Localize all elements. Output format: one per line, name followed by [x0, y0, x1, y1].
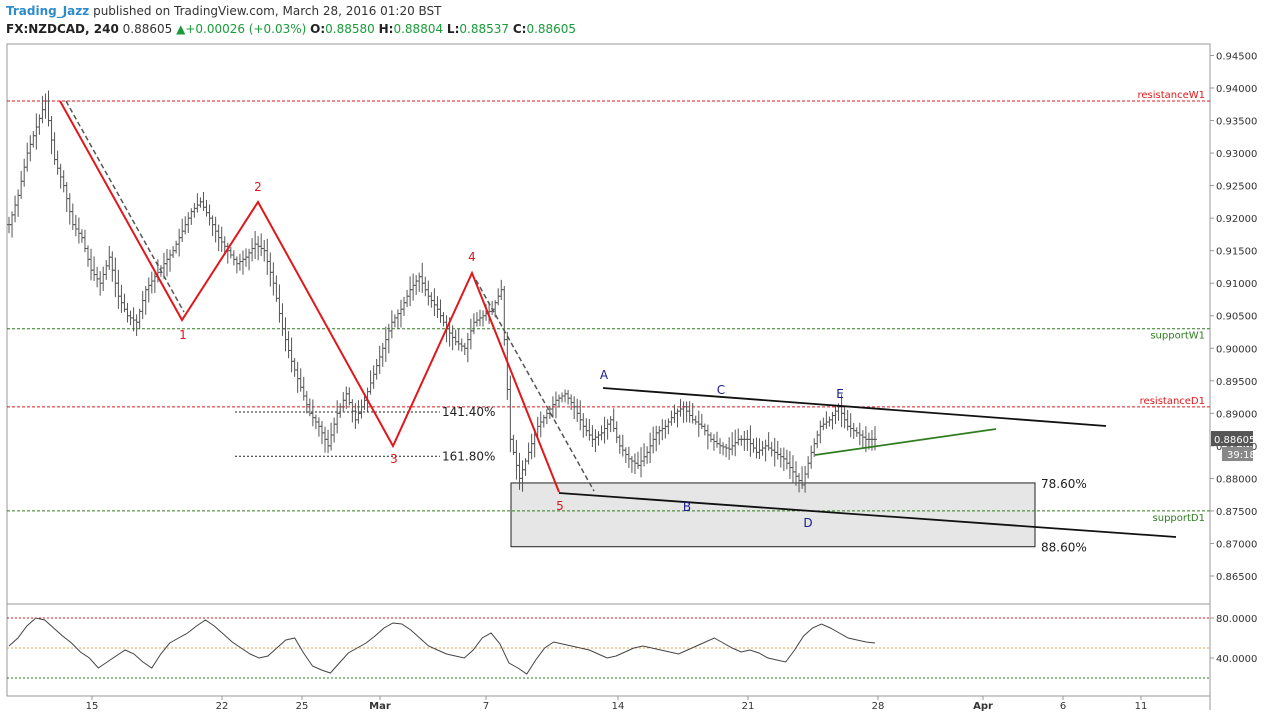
open-label: O:	[310, 22, 326, 36]
close-label: C:	[512, 22, 527, 36]
time-tick-label: 11	[1135, 701, 1148, 712]
plot-frame	[6, 43, 1211, 697]
wave-label: B	[683, 500, 691, 514]
time-tick-label: 28	[872, 701, 885, 712]
wave-label: 2	[254, 180, 262, 194]
price-change: +0.00026 (+0.03%)	[185, 22, 307, 36]
high-value: 0.88804	[393, 22, 444, 36]
triangle-up-icon: ▲	[176, 22, 186, 36]
level-label: supportW1	[1150, 331, 1205, 342]
price-tick-label: 0.92000	[1216, 214, 1257, 225]
projection-dashed-2	[475, 279, 595, 492]
oscillator-pane: 80.0000 40.0000	[7, 614, 1257, 679]
fib-zone: 78.60% 88.60%	[510, 477, 1087, 555]
time-tick-label: 6	[1060, 701, 1066, 712]
time-axis[interactable]: 15 22 25 Mar 7 14 21 28 Apr 6 11	[86, 696, 1148, 712]
fib-zone-box	[510, 482, 1036, 548]
wave-label: C	[717, 383, 725, 397]
price-tick-label: 0.87000	[1216, 539, 1257, 550]
price-tick-label: 0.86500	[1216, 572, 1257, 583]
quote-line: FX:NZDCAD, 240 0.88605 ▲+0.00026 (+0.03%…	[6, 22, 576, 36]
triangle-lower-line	[558, 492, 1177, 538]
triangle-upper-line	[602, 387, 1107, 427]
low-label: L:	[446, 22, 460, 36]
low-value: 0.88537	[459, 22, 509, 36]
price-tick-label: 0.91000	[1216, 279, 1257, 290]
high-label: H:	[378, 22, 394, 36]
fib-zone-bottom-label: 88.60%	[1041, 541, 1087, 555]
time-tick-label: 15	[86, 701, 99, 712]
time-tick-label: 22	[216, 701, 229, 712]
price-tick-label: 0.87500	[1216, 507, 1257, 518]
publish-info: published on TradingView.com, March 28, …	[93, 4, 442, 18]
time-tick-label: Apr	[973, 701, 993, 712]
chart-header: Trading_Jazz published on TradingView.co…	[0, 0, 1264, 42]
fib-label: 141.40%	[442, 405, 495, 419]
trend-line-green	[814, 428, 997, 456]
wave-label: 3	[390, 452, 398, 466]
osc-tick-label: 80.0000	[1216, 614, 1257, 625]
wave-label: 1	[179, 328, 187, 342]
price-tag-box	[1211, 431, 1253, 447]
level-label: resistanceW1	[1137, 90, 1205, 101]
last-price: 0.88605	[122, 22, 173, 36]
fib-zone-top-label: 78.60%	[1041, 477, 1087, 491]
close-value: 0.88605	[526, 22, 577, 36]
time-tick-label: 14	[612, 701, 625, 712]
level-label: supportD1	[1153, 513, 1205, 524]
elliott-wave-path	[59, 100, 560, 493]
countdown-label: 39:18	[1227, 450, 1256, 461]
time-tick-label: 7	[483, 701, 489, 712]
price-tick-label: 0.92500	[1216, 182, 1257, 193]
price-tick-label: 0.89000	[1216, 409, 1257, 420]
price-bars	[7, 90, 877, 493]
price-tick-label: 0.88000	[1216, 474, 1257, 485]
level-label: resistanceD1	[1140, 396, 1205, 407]
time-tick-label: 25	[296, 701, 309, 712]
level-lines: resistanceW1 supportW1 resistanceD1 support…	[7, 90, 1210, 524]
price-tick-label: 0.94500	[1216, 51, 1257, 62]
price-tick-label: 0.94000	[1216, 84, 1257, 95]
price-tick-label: 0.93500	[1216, 117, 1257, 128]
price-tick-label: 0.90500	[1216, 312, 1257, 323]
price-tag: 0.88605 39:18	[1211, 431, 1256, 462]
osc-line	[8, 617, 876, 675]
price-tick-label: 0.91500	[1216, 247, 1257, 258]
wave-label: E	[836, 387, 844, 401]
author-link[interactable]: Trading_Jazz	[6, 4, 90, 18]
wave-labels: 1 2 3 4 5 A B C D E	[179, 180, 844, 530]
price-tag-label: 0.88605	[1214, 435, 1255, 446]
time-tick-label: Mar	[369, 701, 391, 712]
projection-dashed-1	[65, 100, 185, 313]
wave-label: 5	[556, 499, 564, 513]
wave-label: D	[803, 516, 812, 530]
open-value: 0.88580	[325, 22, 375, 36]
osc-tick-label: 40.0000	[1216, 654, 1257, 665]
countdown-box	[1222, 447, 1253, 462]
price-tick-label: 0.89500	[1216, 377, 1257, 388]
wave-label: 4	[468, 250, 476, 264]
price-tick-label: 0.93000	[1216, 149, 1257, 160]
time-tick-label: 21	[742, 701, 755, 712]
drawings	[59, 100, 1177, 538]
price-axis[interactable]: 0.94500 0.94000 0.93500 0.93000 0.92500 0.920…	[1210, 51, 1257, 583]
price-tick-label: 0.90000	[1216, 344, 1257, 355]
fib-label: 161.80%	[442, 449, 495, 463]
symbol-label[interactable]: FX:NZDCAD, 240	[6, 22, 119, 36]
publish-line: Trading_Jazz published on TradingView.co…	[6, 4, 442, 18]
wave-label: A	[600, 368, 609, 382]
